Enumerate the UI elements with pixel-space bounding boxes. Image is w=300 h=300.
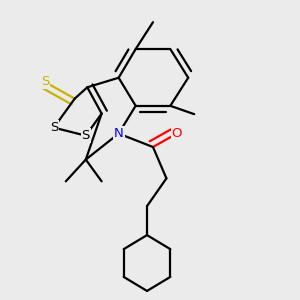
- Text: S: S: [82, 129, 90, 142]
- Text: S: S: [50, 121, 58, 134]
- Text: N: N: [114, 127, 124, 140]
- Text: S: S: [41, 75, 49, 88]
- Text: O: O: [172, 127, 182, 140]
